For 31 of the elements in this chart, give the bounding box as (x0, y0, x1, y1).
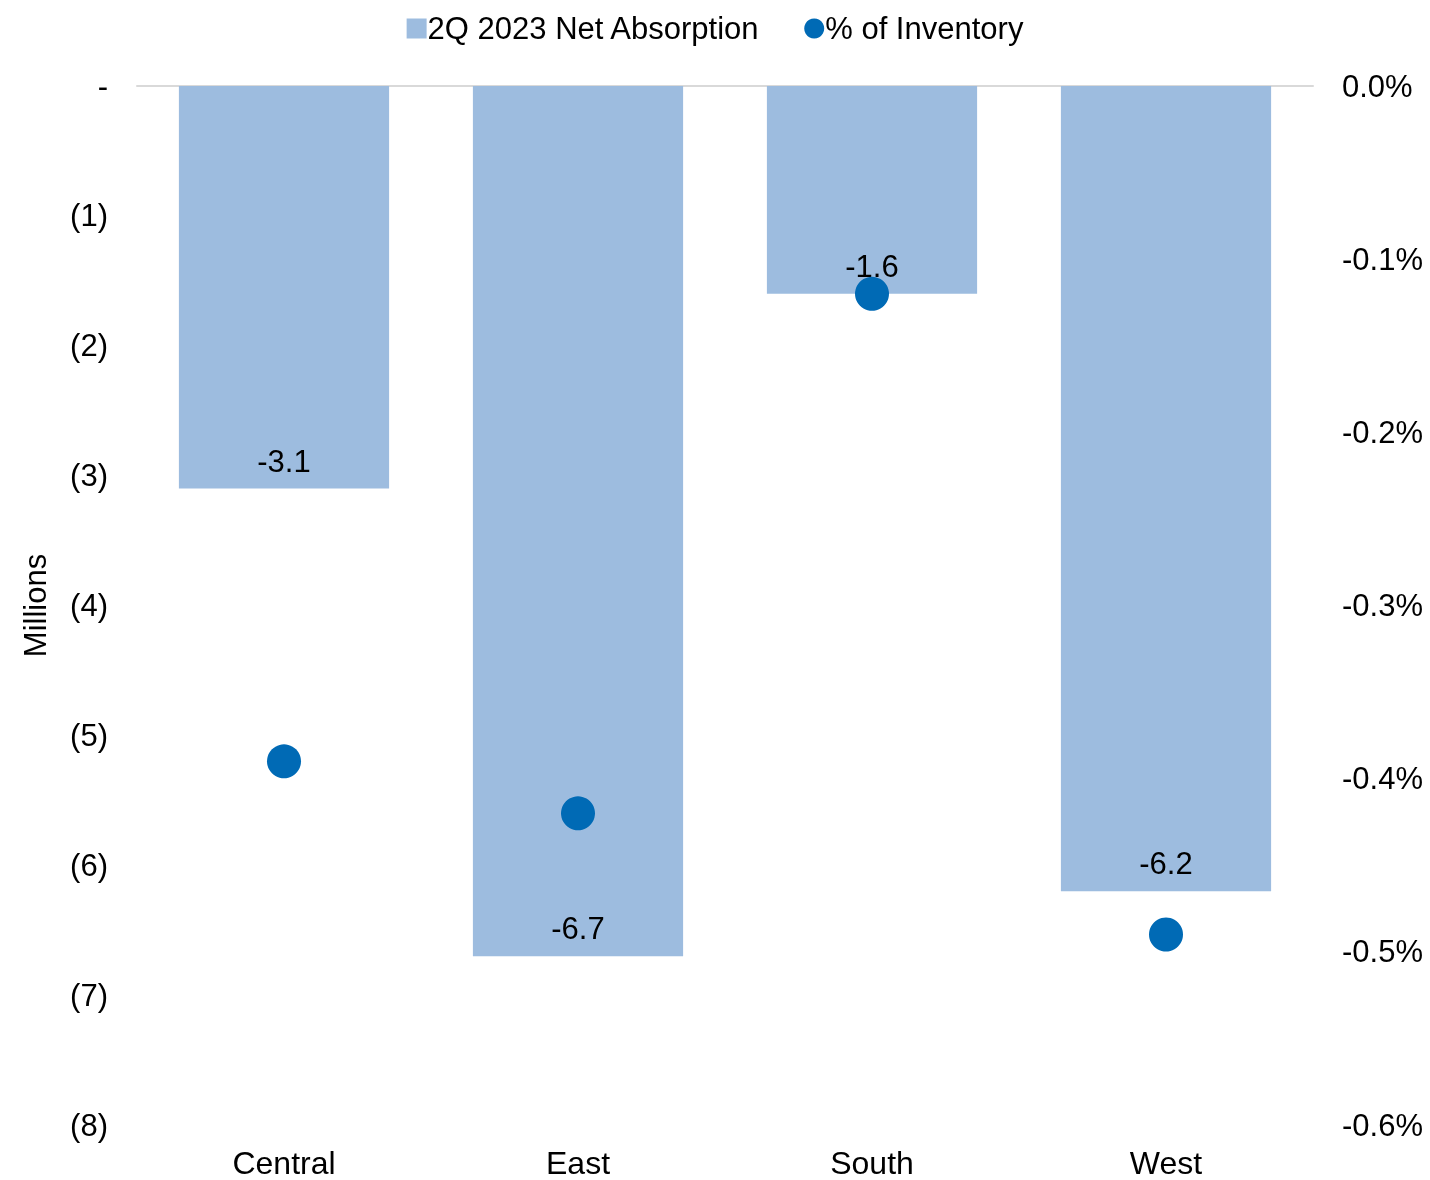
x-tick-label: Central (232, 1145, 336, 1180)
data-label: -3.1 (257, 443, 311, 479)
y-tick-label: (7) (70, 977, 108, 1013)
data-label: -1.6 (845, 248, 899, 284)
legend-label: % of Inventory (825, 11, 1024, 46)
y2-tick-label: -0.3% (1342, 588, 1423, 623)
y-tick-label: (2) (70, 328, 108, 364)
y2-tick-label: -0.6% (1342, 1107, 1423, 1143)
point (561, 796, 595, 831)
y2-tick-label: -0.1% (1342, 241, 1423, 277)
y-tick-label: (6) (70, 847, 108, 883)
data-label: -6.7 (551, 911, 605, 947)
y2-tick-label: -0.5% (1342, 934, 1423, 970)
y2-tick-label: 0.0% (1342, 68, 1413, 104)
y-tick-label: - (97, 68, 108, 104)
y-tick-label: (3) (70, 458, 108, 494)
y2-tick-label: -0.4% (1342, 761, 1423, 797)
y-tick-label: (4) (70, 588, 108, 623)
y-tick-label: (8) (70, 1107, 108, 1143)
x-tick-label: South (830, 1145, 914, 1180)
y-axis-title: Millions (18, 553, 53, 658)
y2-tick-label: -0.2% (1342, 414, 1423, 450)
y-tick-label: (5) (70, 717, 108, 753)
point (855, 276, 889, 311)
x-tick-label: East (545, 1145, 611, 1180)
data-label: -6.2 (1139, 846, 1193, 882)
y-tick-label: (1) (70, 198, 108, 234)
x-tick-label: West (1129, 1145, 1203, 1180)
point (267, 744, 301, 779)
legend-label: 2Q 2023 Net Absorption (427, 11, 759, 46)
point (1149, 917, 1183, 952)
